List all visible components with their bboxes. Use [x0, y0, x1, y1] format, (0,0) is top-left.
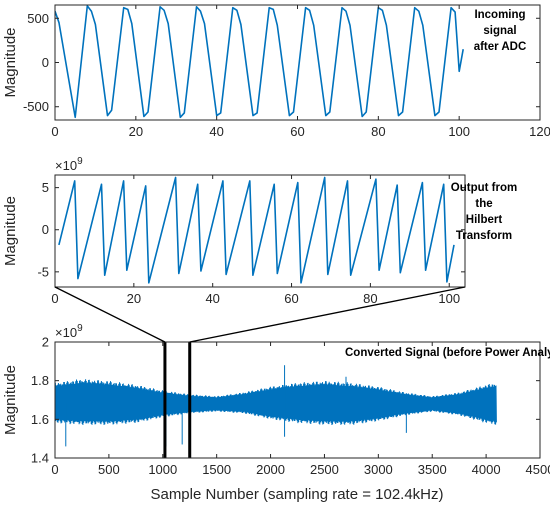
converted-signal-waveform [55, 379, 497, 426]
annotation-line: Hilbert [466, 214, 503, 226]
zoom-connector-left [54, 286, 166, 343]
y-tick-label: 5 [42, 180, 49, 195]
x-tick-label: 120 [529, 124, 550, 139]
y-tick-label: 500 [27, 11, 49, 26]
x-tick-label: 60 [290, 124, 304, 139]
exponent-base: ×10 [55, 158, 77, 173]
x-tick-label: 20 [127, 291, 141, 306]
annotation-line: Converted Signal (before Power Analysis … [345, 347, 550, 359]
y-tick-label: -500 [23, 99, 49, 114]
annotation-line: the [475, 198, 492, 210]
y-axis-label: Magnitude [2, 196, 19, 266]
y-tick-label: 1.8 [31, 373, 49, 388]
plot-area [55, 5, 464, 119]
x-tick-label: 100 [448, 124, 470, 139]
x-tick-label: 3500 [418, 462, 447, 477]
y-tick-label: -5 [37, 264, 49, 279]
x-tick-label: 20 [129, 124, 143, 139]
x-axis-label: Sample Number (sampling rate = 102.4kHz) [150, 486, 443, 503]
series-line [55, 5, 464, 119]
y-tick-label: 0 [42, 222, 49, 237]
exponent-base: ×10 [55, 325, 77, 340]
x-tick-label: 40 [209, 124, 223, 139]
x-tick-label: 0 [51, 462, 58, 477]
x-tick-label: 500 [98, 462, 120, 477]
x-tick-label: 0 [51, 291, 58, 306]
annotation-line: signal [483, 25, 516, 37]
exponent-power: 9 [77, 156, 83, 167]
axes-box [54, 174, 466, 288]
x-tick-label: 80 [363, 291, 377, 306]
panel-1: 0 20 40 60 80 100 120-5000500MagnitudeIncoming… [2, 4, 550, 139]
plot-area [58, 176, 455, 284]
y-axis-label: Magnitude [2, 27, 19, 97]
x-tick-label: 2500 [310, 462, 339, 477]
exponent-label: ×109 [55, 323, 83, 340]
x-tick-label: 2000 [256, 462, 285, 477]
x-tick-label: 1000 [148, 462, 177, 477]
panel-3: 0 500 1000 1500 2000 2500 3000 3500 4000 4500 1.4 1… [2, 323, 550, 477]
x-tick-label: 60 [284, 291, 298, 306]
y-tick-label: 0 [42, 55, 49, 70]
x-tick-label: 0 [51, 124, 58, 139]
y-tick-label: 1.4 [31, 451, 49, 466]
annotation-line: Incoming [474, 9, 525, 21]
annotation-line: Transform [456, 230, 512, 242]
x-tick-label: 80 [371, 124, 385, 139]
x-tick-label: 3000 [364, 462, 393, 477]
annotation-line: after ADC [474, 41, 527, 53]
annotation-line: Output from [451, 182, 517, 194]
series-line [58, 176, 455, 284]
axes-box [54, 341, 541, 459]
y-axis-label: Magnitude [2, 365, 19, 435]
plot-area [55, 365, 497, 447]
x-tick-label: 40 [205, 291, 219, 306]
x-tick-label: 100 [438, 291, 460, 306]
y-tick-label: 2 [42, 335, 49, 350]
y-tick-label: 1.6 [31, 412, 49, 427]
x-tick-label: 4500 [526, 462, 550, 477]
x-tick-label: 4000 [472, 462, 501, 477]
axes-box [54, 4, 541, 121]
exponent-label: ×109 [55, 156, 83, 173]
x-tick-label: 1500 [202, 462, 231, 477]
exponent-power: 9 [77, 323, 83, 334]
zoom-connector-right [189, 286, 466, 343]
